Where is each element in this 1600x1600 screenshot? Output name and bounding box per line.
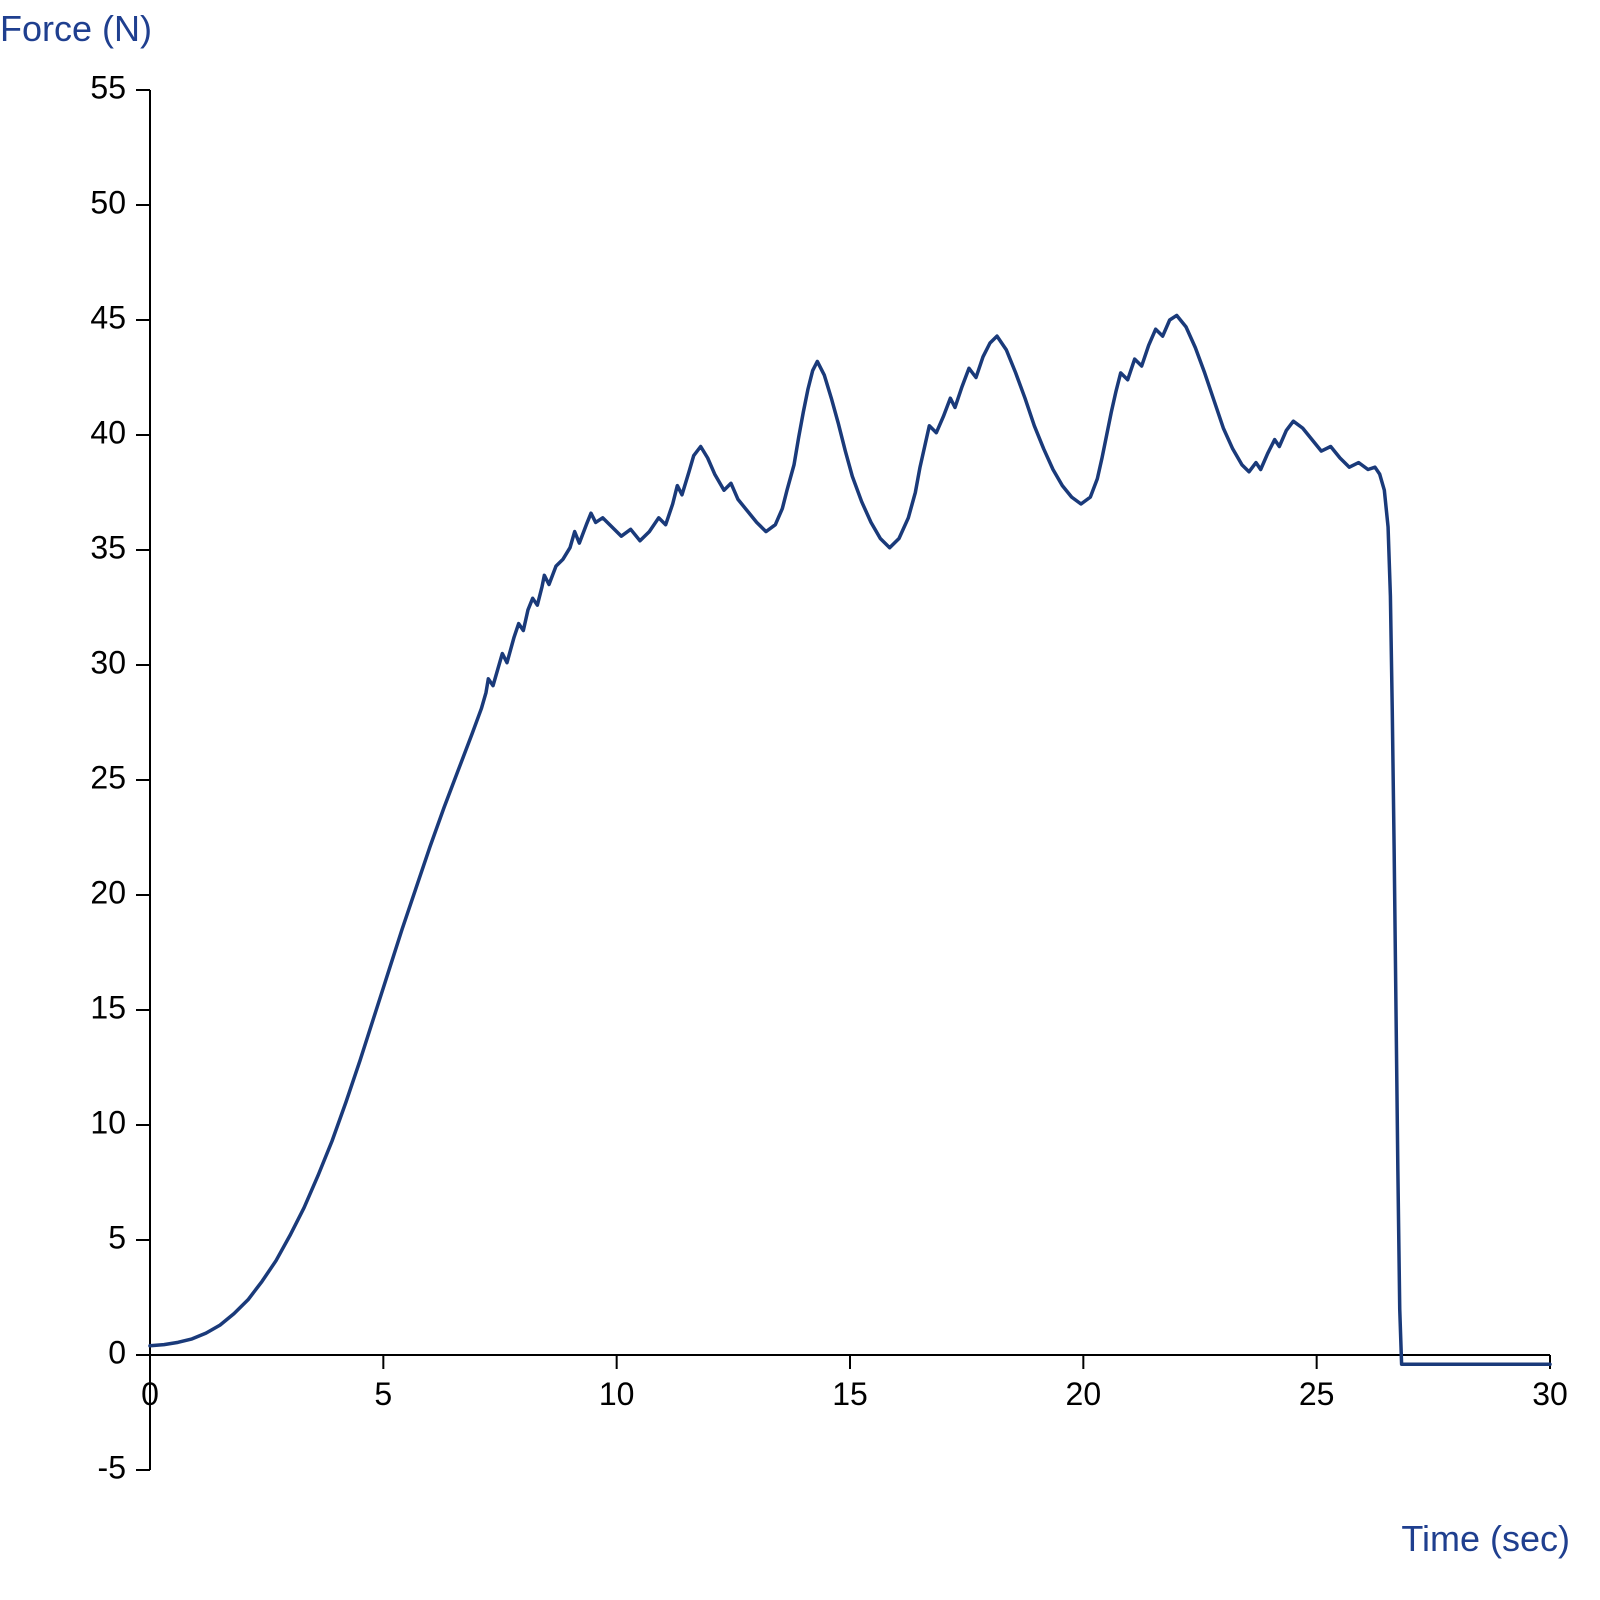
y-tick-label: 0 [108,1334,126,1370]
y-tick-label: 20 [90,874,126,910]
force-time-line [150,315,1550,1364]
x-tick-label: 15 [832,1376,868,1412]
x-tick-label: 5 [374,1376,392,1412]
chart-svg: -5 0 5 10 15 20 25 30 35 40 45 50 55 0 5 10 15 20 25 30 [0,0,1600,1600]
x-tick-label: 0 [141,1376,159,1412]
x-tick-label: 10 [599,1376,635,1412]
y-tick-label: 30 [90,644,126,680]
x-tick-label: 30 [1532,1376,1568,1412]
x-tick-label: 20 [1066,1376,1102,1412]
x-tick-label: 25 [1299,1376,1335,1412]
y-tick-label: -5 [98,1449,126,1485]
y-tick-label: 5 [108,1219,126,1255]
y-tick-label: 40 [90,414,126,450]
y-tick-label: 10 [90,1104,126,1140]
y-tick-label: 45 [90,299,126,335]
y-tick-label: 25 [90,759,126,795]
y-tick-label: 55 [90,69,126,105]
y-tick-label: 15 [90,989,126,1025]
y-tick-label: 35 [90,529,126,565]
y-tick-label: 50 [90,184,126,220]
chart-container: Force (N) Time (sec) -505101520253035404… [0,0,1600,1600]
